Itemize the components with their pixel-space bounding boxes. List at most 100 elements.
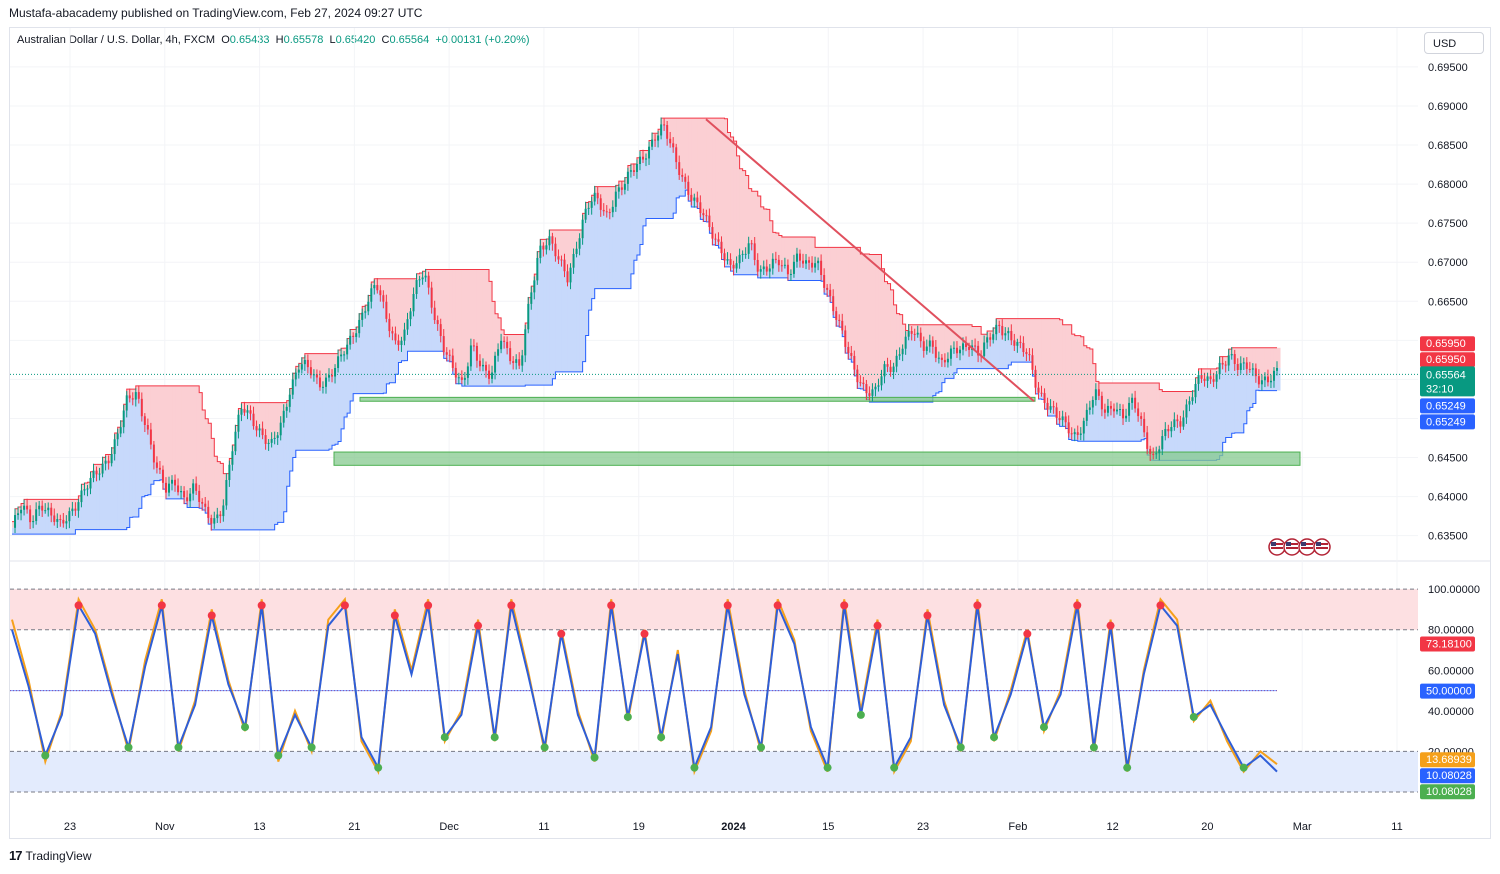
change-value: +0.00131 (+0.20%) [435,34,530,46]
resistance-fill-segment [959,324,964,350]
support-fill-segment [642,159,647,226]
support-fill-segment [824,287,828,295]
countdown-text: 32:10 [1426,383,1454,395]
resistance-fill-segment [120,420,125,428]
support-fill-segment [93,470,98,530]
resistance-fill-segment [1216,367,1221,375]
support-fill-segment [633,171,638,261]
candle-body [497,349,500,356]
support-fill-segment [999,326,1003,369]
support-fill-segment [1035,387,1039,394]
support-fill-segment [1008,330,1012,366]
support-fill-segment [585,208,590,336]
resistance-fill-segment [1225,356,1230,366]
candle-body [155,462,158,468]
resistance-fill-segment [878,254,882,386]
support-fill-segment [754,259,759,275]
candle-body [86,488,89,490]
sell-signal-dot [1073,601,1082,610]
support-fill-segment [522,355,526,387]
candle-body [140,398,143,417]
resistance-fill-segment [975,326,979,346]
candle-body [340,354,343,357]
support-fill-segment [1080,433,1085,442]
support-fill-segment [253,426,258,530]
candle-body [484,364,487,371]
support-fill-segment [658,135,662,219]
support-fill-segment [543,249,547,386]
candle-body [216,514,219,519]
resistance-fill-segment [419,273,424,280]
high-value: 0.65578 [283,34,324,46]
resistance-fill-segment [380,278,384,296]
candle-body [548,236,551,246]
support-fill-segment [295,372,300,451]
support-fill-segment [830,296,834,303]
sell-signal-dot [507,601,516,610]
resistance-fill-segment [715,118,719,240]
candle-body [186,497,189,502]
candle-body [249,410,252,414]
resistance-fill-segment [866,253,870,394]
candle-body [536,257,539,281]
resistance-fill-segment [821,247,825,276]
currency-button[interactable]: USD [1424,32,1484,54]
support-fill-segment [386,318,390,384]
support-fill-segment [806,260,810,281]
support-fill-segment [78,502,82,530]
candle-body [783,264,786,266]
resistance-fill-segment [181,385,185,492]
candle-body [321,386,324,388]
candle-body [469,345,472,367]
candle-body [865,384,868,394]
resistance-fill-segment [280,402,285,423]
support-fill-segment [845,346,849,354]
support-fill-segment [941,359,946,383]
resistance-fill-segment [1123,383,1127,419]
support-fill-segment [1186,404,1190,461]
support-fill-segment [485,370,490,387]
candle-body [1209,376,1212,380]
resistance-fill-segment [1168,391,1172,432]
buy-signal-dot [856,710,865,719]
high-label: H [275,34,284,46]
sell-signal-dot [1106,621,1115,630]
candle-body [457,377,460,379]
resistance-fill-segment [410,278,415,312]
resistance-fill-segment [890,289,895,373]
support-fill-segment [159,469,164,480]
resistance-fill-segment [307,353,312,368]
candle-body [1109,405,1112,409]
support-fill-segment [289,394,294,471]
time-tick-label: Dec [439,821,459,833]
osc-value-tag: 10.08028 [1420,768,1475,784]
resistance-fill-segment [102,457,107,464]
candle-body [318,377,321,388]
candle-body [74,508,77,511]
buy-signal-dot [657,733,666,742]
candle-body [439,324,442,337]
resistance-fill-segment [12,521,16,528]
buy-signal-dot [124,743,133,752]
candle-body [1088,407,1091,410]
candle-body [729,259,732,265]
resistance-fill-segment [646,150,650,159]
candle-body [578,238,581,249]
support-fill-segment [1110,408,1115,442]
support-fill-segment [413,293,418,352]
resistance-fill-segment [229,458,233,465]
support-fill-segment [609,212,614,289]
resistance-fill-segment [953,324,958,348]
support-fill-segment [75,510,79,530]
resistance-fill-segment [531,286,535,293]
candle-body [901,348,904,355]
support-fill-segment [772,258,777,278]
resistance-fill-segment [1035,318,1039,388]
resistance-fill-segment [196,385,200,491]
resistance-fill-segment [1219,356,1224,363]
support-fill-segment [950,348,955,379]
resistance-fill-segment [1234,347,1239,365]
resistance-fill-segment [489,281,493,379]
candle-body [38,505,41,510]
